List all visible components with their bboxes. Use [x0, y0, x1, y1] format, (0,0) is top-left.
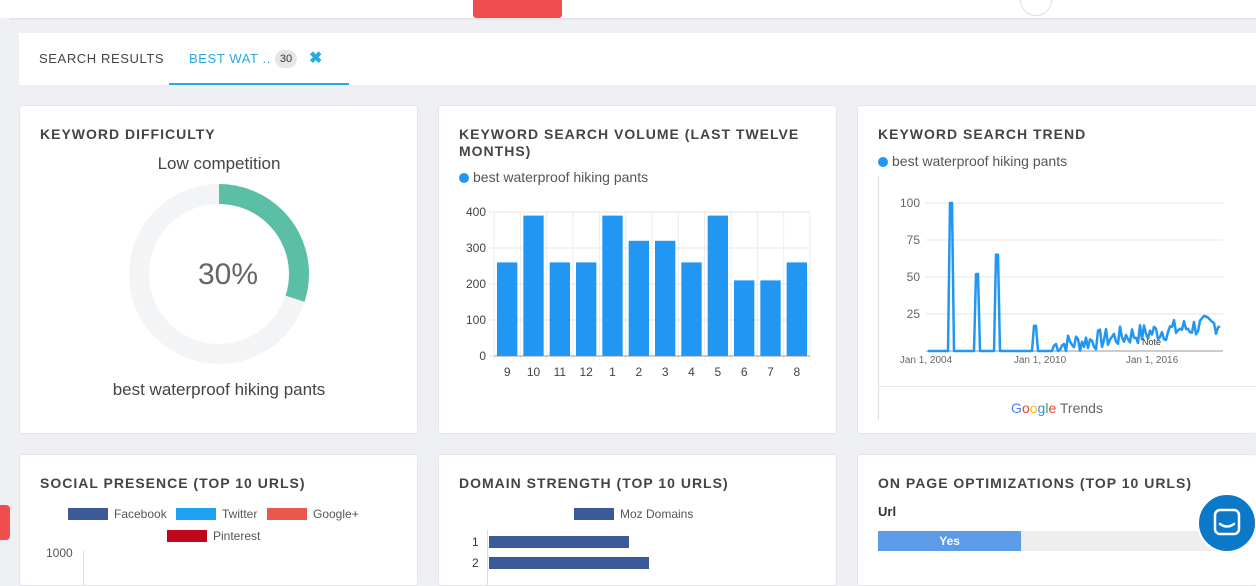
x-tick-label: 1: [609, 365, 616, 379]
x-tick-label: 3: [662, 365, 669, 379]
y-tick-label: 25: [907, 307, 921, 321]
y-tick-label: 50: [907, 270, 921, 284]
volume-bar: [786, 262, 807, 356]
google-trends-logo: Google Trends: [1011, 400, 1103, 416]
y-tick-label: 300: [466, 241, 486, 255]
x-tick-label: Jan 1, 2010: [1014, 355, 1067, 366]
chat-button[interactable]: [1197, 493, 1256, 553]
volume-bar: [549, 262, 570, 356]
competition-level: Low competition: [157, 154, 281, 173]
legend-pinterest[interactable]: Pinterest: [167, 529, 260, 543]
domain-bar: [489, 557, 649, 569]
legend-label: best waterproof hiking pants: [473, 169, 649, 185]
top-bar: [0, 0, 1256, 18]
card-title-line2: MONTHS): [459, 143, 532, 159]
x-tick-label: 6: [741, 365, 748, 379]
volume-bar: [681, 262, 702, 356]
x-tick-label: 7: [767, 365, 774, 379]
tabs-bar: SEARCH RESULTS BEST WAT .. 30 ✖: [19, 33, 1256, 85]
left-strip: [0, 18, 10, 568]
x-tick-label: 11: [554, 365, 567, 379]
url-subtitle: Url: [878, 504, 897, 519]
volume-bar: [734, 280, 755, 356]
trend-series-line: [928, 201, 1221, 353]
tab-keyword[interactable]: BEST WAT .. 30 ✖: [169, 33, 349, 85]
domain-row-label: 2: [472, 556, 479, 570]
social-presence-card: SOCIAL PRESENCE (TOP 10 URLS) Facebook T…: [19, 454, 418, 586]
close-tab-icon[interactable]: ✖: [309, 50, 324, 67]
x-tick-label: 9: [504, 365, 511, 379]
chart-legend[interactable]: best waterproof hiking pants: [878, 153, 1067, 169]
y-tick-label: 100: [466, 313, 486, 327]
card-title: ON PAGE OPTIMIZATIONS (TOP 10 URLS): [878, 475, 1192, 491]
x-tick-label: Jan 1, 2016: [1126, 355, 1179, 366]
y-axis-line: [487, 530, 488, 585]
card-title: KEYWORD SEARCH VOLUME (LAST TWELVE MONTH…: [459, 126, 799, 160]
donut-fill: [129, 184, 309, 364]
domain-bar: [489, 536, 629, 548]
y-tick-label: 200: [466, 277, 486, 291]
card-title: SOCIAL PRESENCE (TOP 10 URLS): [40, 475, 306, 491]
card-title: DOMAIN STRENGTH (TOP 10 URLS): [459, 475, 729, 491]
y-axis-line: [83, 551, 84, 585]
trend-frame-bottom: [878, 386, 1256, 387]
optimization-progress-track: Yes: [878, 531, 1236, 551]
volume-bar: [707, 215, 728, 356]
volume-bar: [523, 215, 544, 356]
trend-note-label: Note: [1142, 337, 1161, 347]
difficulty-percent: 30%: [197, 258, 259, 291]
difficulty-donut: [129, 184, 309, 364]
x-tick-label: 12: [579, 365, 593, 379]
legend-label: best waterproof hiking pants: [892, 153, 1068, 169]
volume-bar: [497, 262, 518, 356]
legend-dot-icon: [878, 157, 888, 167]
search-volume-card: KEYWORD SEARCH VOLUME (LAST TWELVE MONTH…: [438, 105, 837, 434]
legend-facebook[interactable]: Facebook: [68, 507, 167, 521]
y-tick-label: 100: [900, 196, 920, 210]
tab-keyword-label: BEST WAT ..: [189, 51, 271, 66]
domain-row-label: 1: [472, 535, 479, 549]
volume-bar: [760, 280, 781, 356]
x-tick-label: 4: [688, 365, 695, 379]
volume-bar: [655, 240, 676, 356]
keyword-label: best waterproof hiking pants: [112, 380, 326, 399]
y-tick-label: 400: [466, 205, 486, 219]
feedback-tab[interactable]: [0, 505, 10, 540]
on-page-optimizations-card: ON PAGE OPTIMIZATIONS (TOP 10 URLS) Url …: [857, 454, 1256, 586]
x-tick-label: 2: [635, 365, 642, 379]
chat-icon: [1213, 508, 1241, 536]
legend-google-plus[interactable]: Google+: [267, 507, 359, 521]
search-trend-card: KEYWORD SEARCH TREND best waterproof hik…: [857, 105, 1256, 434]
chart-legend[interactable]: best waterproof hiking pants: [459, 169, 648, 185]
volume-bar: [602, 215, 623, 356]
x-tick-label: 8: [793, 365, 800, 379]
trend-line-chart: 25 50 75 100 Jan 1, 2004 Jan 1, 2010 Jan 1, 20…: [900, 196, 1223, 366]
x-tick-label: 5: [714, 365, 721, 379]
y-tick-label: 75: [907, 233, 921, 247]
volume-bar: [576, 262, 597, 356]
x-tick-label: 10: [527, 365, 541, 379]
user-avatar[interactable]: [1020, 0, 1052, 16]
y-axis-top-label: 1000: [46, 546, 73, 560]
optimization-progress-fill: Yes: [878, 531, 1022, 551]
domain-strength-card: DOMAIN STRENGTH (TOP 10 URLS) Moz Domain…: [438, 454, 837, 586]
card-title: KEYWORD SEARCH TREND: [878, 126, 1087, 142]
x-tick-label: Jan 1, 2004: [900, 355, 953, 366]
y-tick-label: 0: [479, 349, 486, 363]
tab-keyword-count-badge: 30: [275, 50, 297, 68]
domain-legend[interactable]: Moz Domains: [574, 507, 693, 521]
volume-bar: [628, 240, 649, 356]
tab-search-results[interactable]: SEARCH RESULTS: [39, 51, 165, 66]
trend-frame-left: [878, 176, 879, 420]
keyword-difficulty-card: KEYWORD DIFFICULTY Low competition 30% b…: [19, 105, 418, 434]
card-title-line1: KEYWORD SEARCH VOLUME (LAST TWELVE: [459, 126, 800, 142]
card-title: KEYWORD DIFFICULTY: [40, 126, 216, 142]
legend-dot-icon: [459, 173, 469, 183]
legend-twitter[interactable]: Twitter: [176, 507, 257, 521]
top-action-button[interactable]: [473, 0, 562, 18]
